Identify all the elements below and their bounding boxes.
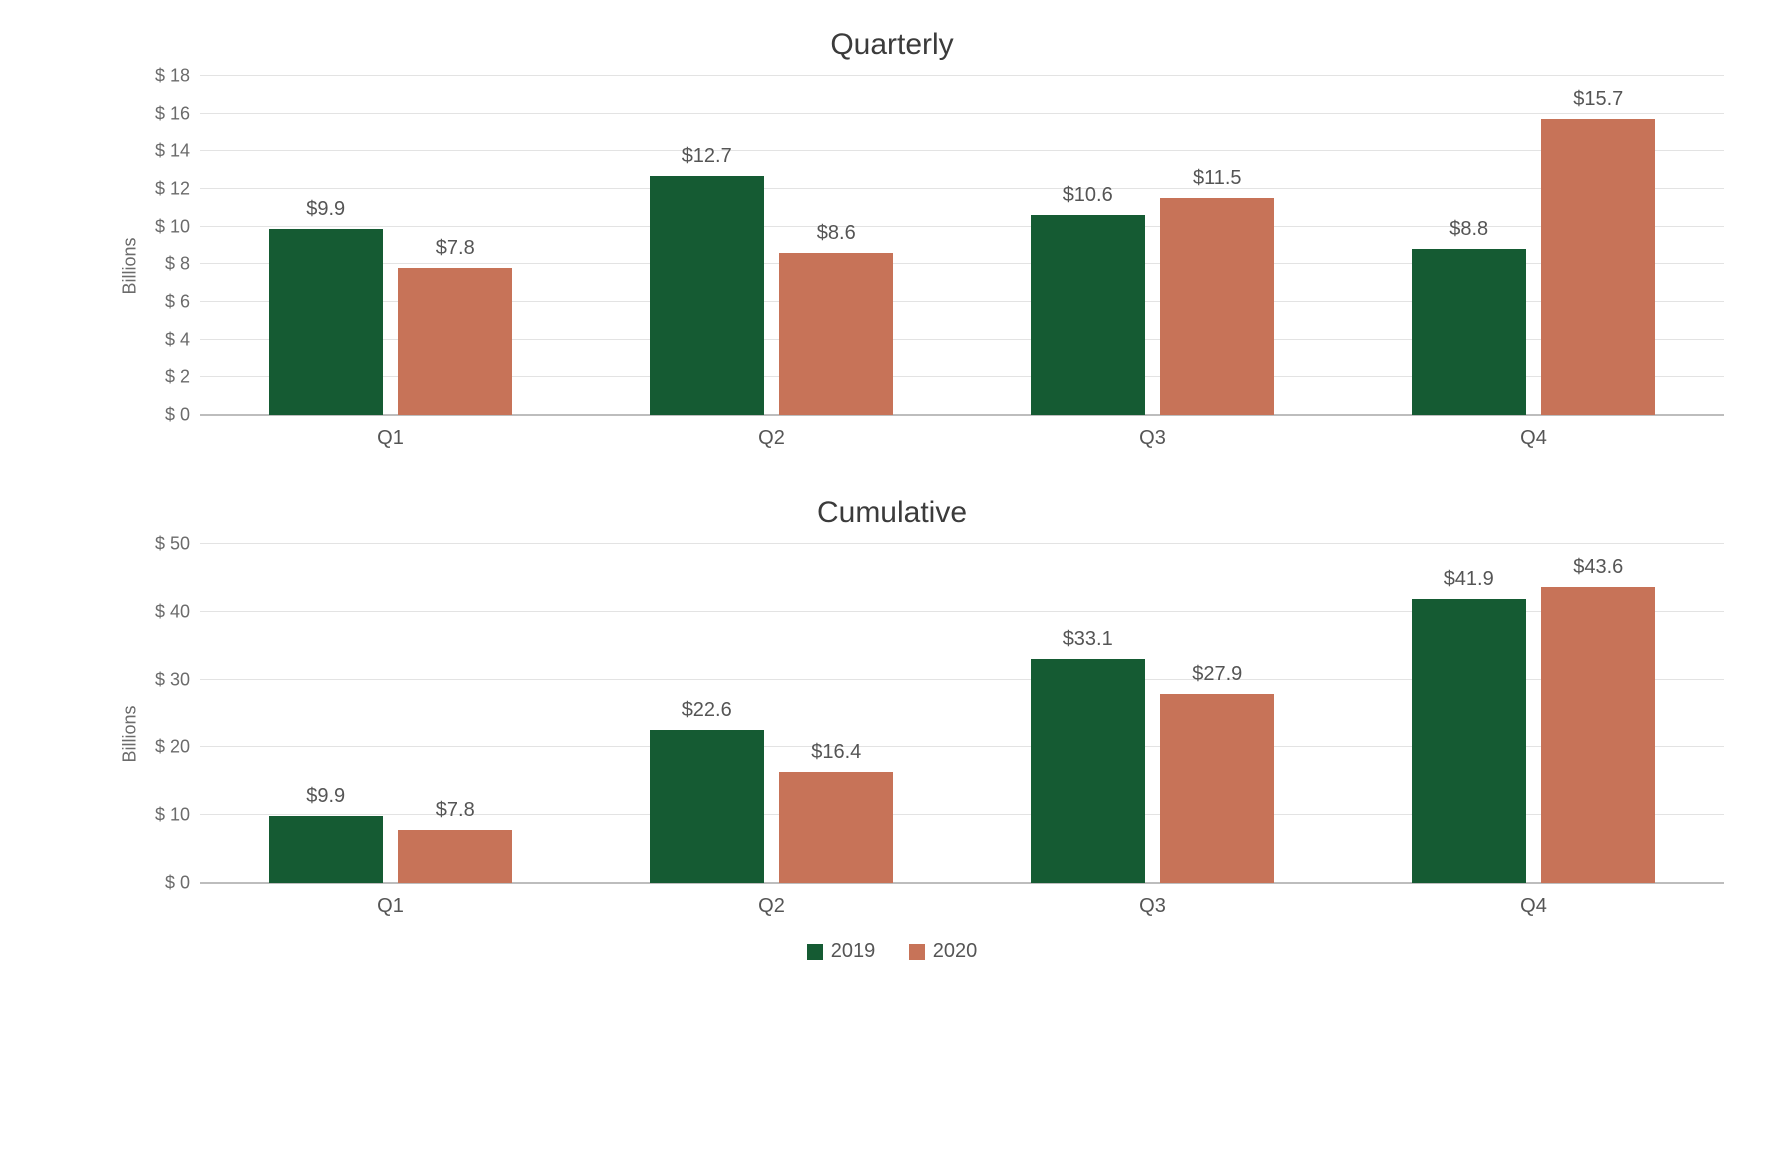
bar-value-label: $8.6	[817, 222, 856, 253]
ytick-label: $ 18	[155, 66, 200, 87]
ytick-label: $ 40	[155, 601, 200, 622]
xtick-label: Q4	[1520, 883, 1547, 918]
xtick-label: Q4	[1520, 415, 1547, 450]
bar-2019-Q3: $10.6	[1031, 215, 1145, 415]
yaxis-title-cumulative: Billions	[120, 705, 141, 762]
gridline	[200, 543, 1724, 544]
bar-value-label: $11.5	[1193, 167, 1242, 198]
chart-cumulative: Cumulative Billions $ 0 $ 10 $ 20 $ 30 $ 40 $…	[40, 496, 1744, 934]
plot-area-cumulative: $ 0$ 10$ 20$ 30$ 40$ 50Q1$9.9$7.8Q2$22.6…	[200, 544, 1724, 884]
bar-2019-Q2: $22.6	[650, 730, 764, 883]
bar-2020-Q4: $43.6	[1541, 587, 1655, 883]
yaxis-title-quarterly: Billions	[120, 237, 141, 294]
xtick-label: Q3	[1139, 883, 1166, 918]
bar-value-label: $7.8	[436, 799, 475, 830]
chart-title-cumulative: Cumulative	[40, 496, 1744, 530]
ytick-label: $ 6	[165, 292, 200, 313]
bar-2020-Q1: $7.8	[398, 268, 512, 415]
legend-item-2020: 2020	[909, 940, 978, 963]
gridline	[200, 113, 1724, 114]
bar-2019-Q4: $41.9	[1412, 599, 1526, 883]
xtick-label: Q2	[758, 883, 785, 918]
bar-value-label: $9.9	[306, 198, 345, 229]
gridline	[200, 188, 1724, 189]
ytick-label: $ 20	[155, 737, 200, 758]
bar-value-label: $16.4	[811, 741, 861, 772]
ytick-label: $ 50	[155, 534, 200, 555]
legend-swatch-2019	[807, 944, 823, 960]
ytick-label: $ 0	[165, 873, 200, 894]
chart-title-quarterly: Quarterly	[40, 28, 1744, 62]
gridline	[200, 150, 1724, 151]
ytick-label: $ 8	[165, 254, 200, 275]
bar-value-label: $22.6	[682, 699, 732, 730]
xtick-label: Q1	[377, 883, 404, 918]
ytick-label: $ 16	[155, 103, 200, 124]
bar-value-label: $10.6	[1063, 184, 1113, 215]
bar-2020-Q1: $7.8	[398, 830, 512, 883]
bar-2020-Q4: $15.7	[1541, 119, 1655, 415]
bar-2020-Q2: $8.6	[779, 253, 893, 415]
ytick-label: $ 30	[155, 669, 200, 690]
chart-frame-cumulative: Billions $ 0$ 10$ 20$ 30$ 40$ 50Q1$9.9$7…	[130, 534, 1724, 934]
page-root: Quarterly Billions $ 0$ 2$ 4$ 6$ 8$ 10$ …	[0, 0, 1784, 1170]
ytick-label: $ 2	[165, 367, 200, 388]
legend-label-2020: 2020	[933, 940, 978, 963]
bar-value-label: $12.7	[682, 145, 732, 176]
legend: 2019 2020	[40, 940, 1744, 966]
gridline	[200, 75, 1724, 76]
chart-quarterly: Quarterly Billions $ 0$ 2$ 4$ 6$ 8$ 10$ …	[40, 28, 1744, 466]
legend-label-2019: 2019	[831, 940, 876, 963]
ytick-label: $ 10	[155, 216, 200, 237]
bar-2020-Q3: $27.9	[1160, 694, 1274, 883]
ytick-label: $ 12	[155, 179, 200, 200]
bar-2020-Q3: $11.5	[1160, 198, 1274, 415]
bar-value-label: $9.9	[306, 785, 345, 816]
xtick-label: Q2	[758, 415, 785, 450]
bar-2019-Q4: $8.8	[1412, 249, 1526, 415]
chart-frame-quarterly: Billions $ 0$ 2$ 4$ 6$ 8$ 10$ 12$ 14$ 16…	[130, 66, 1724, 466]
legend-swatch-2020	[909, 944, 925, 960]
bar-value-label: $8.8	[1449, 218, 1488, 249]
ytick-label: $ 0	[165, 405, 200, 426]
bar-value-label: $27.9	[1192, 663, 1242, 694]
ytick-label: $ 10	[155, 805, 200, 826]
bar-value-label: $41.9	[1444, 568, 1494, 599]
bar-2019-Q3: $33.1	[1031, 659, 1145, 883]
bar-2019-Q1: $9.9	[269, 229, 383, 415]
gridline	[200, 226, 1724, 227]
legend-item-2019: 2019	[807, 940, 876, 963]
bar-2019-Q2: $12.7	[650, 176, 764, 415]
ytick-label: $ 4	[165, 329, 200, 350]
ytick-label: $ 14	[155, 141, 200, 162]
bar-2019-Q1: $9.9	[269, 816, 383, 883]
bar-value-label: $33.1	[1063, 628, 1113, 659]
bar-value-label: $43.6	[1573, 556, 1623, 587]
bar-value-label: $7.8	[436, 237, 475, 268]
xtick-label: Q1	[377, 415, 404, 450]
bar-value-label: $15.7	[1573, 88, 1623, 119]
plot-area-quarterly: $ 0$ 2$ 4$ 6$ 8$ 10$ 12$ 14$ 16$ 18Q1$9.…	[200, 76, 1724, 416]
xtick-label: Q3	[1139, 415, 1166, 450]
bar-2020-Q2: $16.4	[779, 772, 893, 883]
